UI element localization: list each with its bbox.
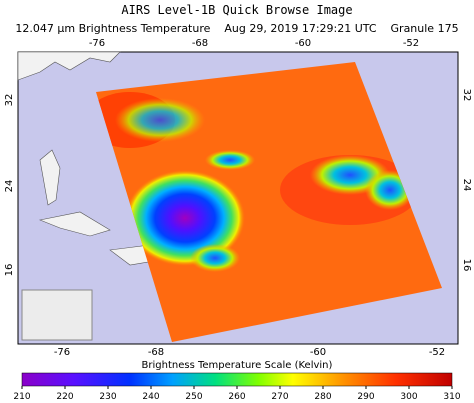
lon-label: -60	[310, 347, 326, 358]
inset-map	[21, 289, 93, 341]
lon-label: -52	[403, 38, 419, 49]
lat-label: 24	[461, 179, 472, 192]
colorbar-tick-label: 270	[271, 392, 288, 402]
colorbar-tick-label: 220	[56, 392, 73, 402]
colorbar-tick-label: 290	[357, 392, 374, 402]
colorbar-label: Brightness Temperature Scale (Kelvin)	[142, 360, 333, 371]
colorbar-tick-label: 280	[314, 392, 331, 402]
lat-label: 32	[4, 94, 15, 107]
subtitle: 12.047 µm Brightness Temperature Aug 29,…	[15, 22, 458, 35]
land	[17, 51, 121, 81]
colorbar-tick-label: 300	[400, 392, 417, 402]
lat-label: 16	[4, 264, 15, 277]
colorbar-tick-label: 210	[13, 392, 30, 402]
land	[38, 211, 111, 237]
lon-label: -52	[429, 347, 445, 358]
lat-label: 16	[461, 259, 472, 272]
colorbar	[21, 372, 453, 387]
colorbar-tick-label: 260	[228, 392, 245, 402]
lon-label: -60	[295, 38, 311, 49]
lon-label: -76	[54, 347, 70, 358]
land	[39, 149, 61, 206]
lon-label: -68	[148, 347, 164, 358]
colorbar-tick-label: 310	[443, 392, 460, 402]
colorbar-tick-label: 250	[185, 392, 202, 402]
lat-label: 24	[4, 180, 15, 193]
title: AIRS Level-1B Quick Browse Image	[121, 3, 352, 17]
colorbar-tick-label: 230	[99, 392, 116, 402]
lat-label: 32	[461, 89, 472, 102]
lon-label: -76	[89, 38, 105, 49]
lon-label: -68	[192, 38, 208, 49]
colorbar-tick-label: 240	[142, 392, 159, 402]
